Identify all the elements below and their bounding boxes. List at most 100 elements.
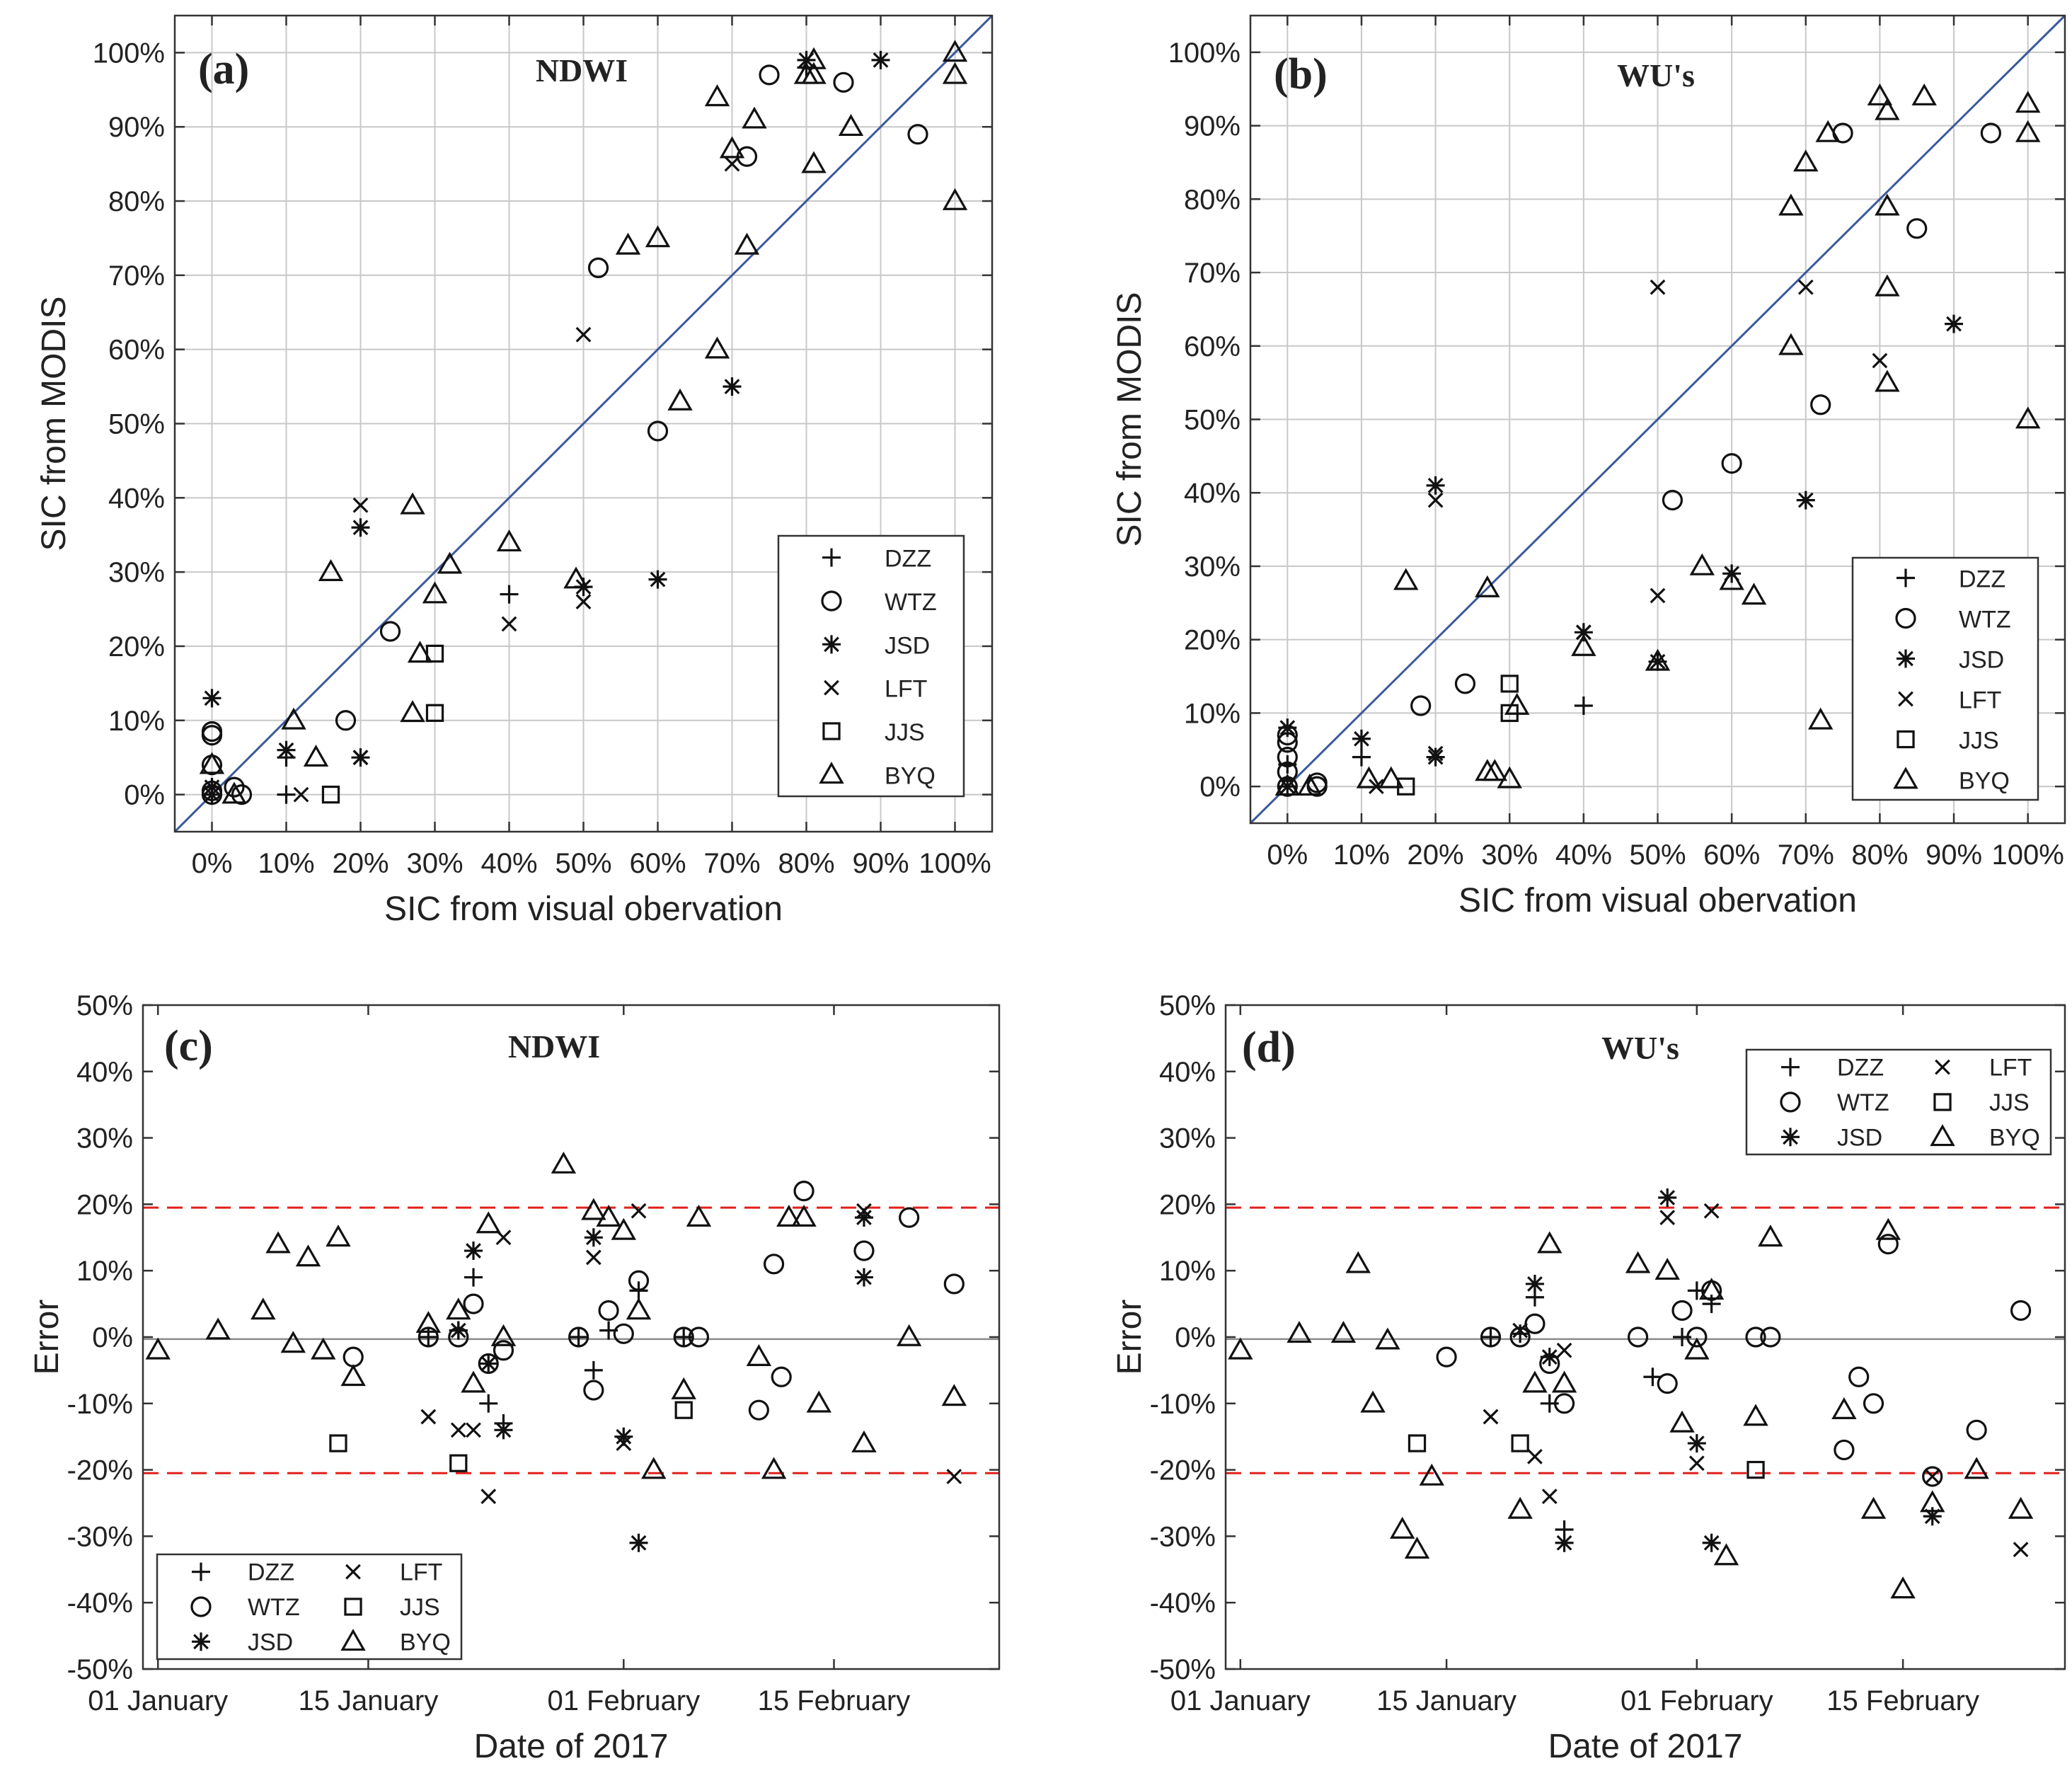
data-point-lft [1659,1210,1676,1226]
y-tick-label: 10% [108,706,165,737]
y-tick-label: 0% [124,780,165,811]
data-point-byq [1379,766,1404,789]
data-point-lft [856,1203,872,1219]
data-point-byq [2015,120,2041,142]
data-point-byq [311,1337,336,1360]
x-axis-label: Date of 2017 [1548,1728,1743,1765]
data-point-byq [734,232,760,255]
data-point-byq [667,388,693,411]
data-point-lft [575,594,592,609]
panel-label: (d) [1242,1024,1296,1072]
legend-label: JJS [885,719,925,746]
data-point-byq [596,1204,621,1227]
data-point-byq [746,1343,772,1366]
x-tick-label: 0% [192,848,233,879]
data-point-byq [1875,193,1900,216]
legend-marker-jsd [1781,1128,1800,1147]
x-tick-label: 01 February [547,1685,700,1716]
x-tick-label: 15 January [298,1685,438,1716]
legend-label: JJS [400,1594,440,1621]
legend: DZZ WTZ JSD LFT JJS BYQ [1745,1048,2052,1156]
y-axis-label: Error [1111,1300,1149,1375]
legend-marker-byq [340,1629,366,1651]
legend-label: BYQ [1989,1124,2040,1151]
data-point-byq [851,1430,877,1452]
data-point-byq [1393,568,1419,590]
data-point-jsd [494,1421,513,1440]
data-point-byq [671,1377,696,1399]
data-point-lft [946,1469,962,1484]
y-tick-label: 90% [108,112,165,143]
data-point-wtz [1863,1393,1884,1414]
data-point-dzz [584,1360,603,1380]
data-point-byq [1375,1327,1400,1350]
y-tick-label: 40% [1184,478,1241,509]
data-point-wtz [1966,1419,1987,1440]
data-point-jjs [674,1401,693,1419]
panel-label: (b) [1274,50,1328,98]
data-point-byq [400,700,425,723]
x-tick-label: 15 February [1826,1685,1979,1716]
data-point-lft [480,1489,497,1505]
legend-marker-wtz [190,1596,212,1617]
legend-label: LFT [1989,1055,2032,1082]
x-tick-label: 10% [258,848,314,879]
data-point-byq [281,707,306,730]
data-point-byq [942,62,968,84]
series-lft [204,156,740,803]
data-point-jsd [1658,1188,1677,1208]
data-point-lft [1527,1448,1543,1464]
data-point-jsd [1945,314,1964,333]
data-point-lft [420,1409,437,1425]
data-point-jsd [797,50,816,69]
data-point-byq [303,745,329,767]
data-point-wtz [1509,1326,1531,1348]
data-point-lft [293,786,309,803]
data-point-byq [1758,1225,1783,1247]
data-point-byq [199,752,225,774]
legend-label: WTZ [885,589,937,616]
x-tick-label: 15 January [1376,1685,1516,1716]
data-point-lft [631,1203,647,1219]
data-point-byq [1419,1463,1445,1486]
data-point-byq [761,1457,787,1479]
data-point-wtz [418,1326,439,1348]
data-point-jsd [1352,729,1371,748]
data-point-jsd [1525,1274,1544,1293]
x-tick-label: 40% [480,848,537,879]
legend-label: DZZ [248,1559,294,1586]
x-tick-label: 70% [703,848,760,879]
data-point-byq [1504,692,1530,715]
y-tick-label: 30% [108,557,165,588]
data-point-wtz [1480,1326,1502,1348]
data-point-lft [724,156,740,172]
data-point-byq [1475,575,1500,597]
data-point-byq [1911,83,1937,105]
x-tick-label: 30% [1481,839,1538,871]
data-point-byq [941,1384,967,1406]
y-axis-label: SIC from MODIS [1111,292,1149,546]
data-point-wtz [1454,673,1476,694]
data-point-jjs [321,785,340,804]
data-point-wtz [379,621,401,642]
data-point-jsd [351,518,370,537]
data-point-jsd [723,377,742,396]
data-point-lft [2013,1542,2029,1558]
data-point-jjs [329,1434,347,1452]
data-point-wtz [2010,1300,2032,1321]
data-point-wtz [1721,453,1742,474]
data-point-byq [1345,1251,1371,1273]
x-tick-label: 30% [406,848,463,879]
legend-label: JJS [1989,1089,2030,1116]
legend: DZZ WTZ JSD LFT JJS BYQ [1851,556,2039,801]
y-tick-label: 100% [1168,38,1241,69]
data-point-wtz [224,776,245,798]
data-point-lft [1427,745,1444,762]
data-point-wtz [943,1273,965,1295]
data-point-byq [1719,568,1744,590]
legend-box [777,534,965,798]
data-point-wtz [771,1366,792,1387]
data-point-byq [145,1337,171,1360]
series-lft [1483,1203,2029,1558]
data-point-lft [450,1422,466,1438]
